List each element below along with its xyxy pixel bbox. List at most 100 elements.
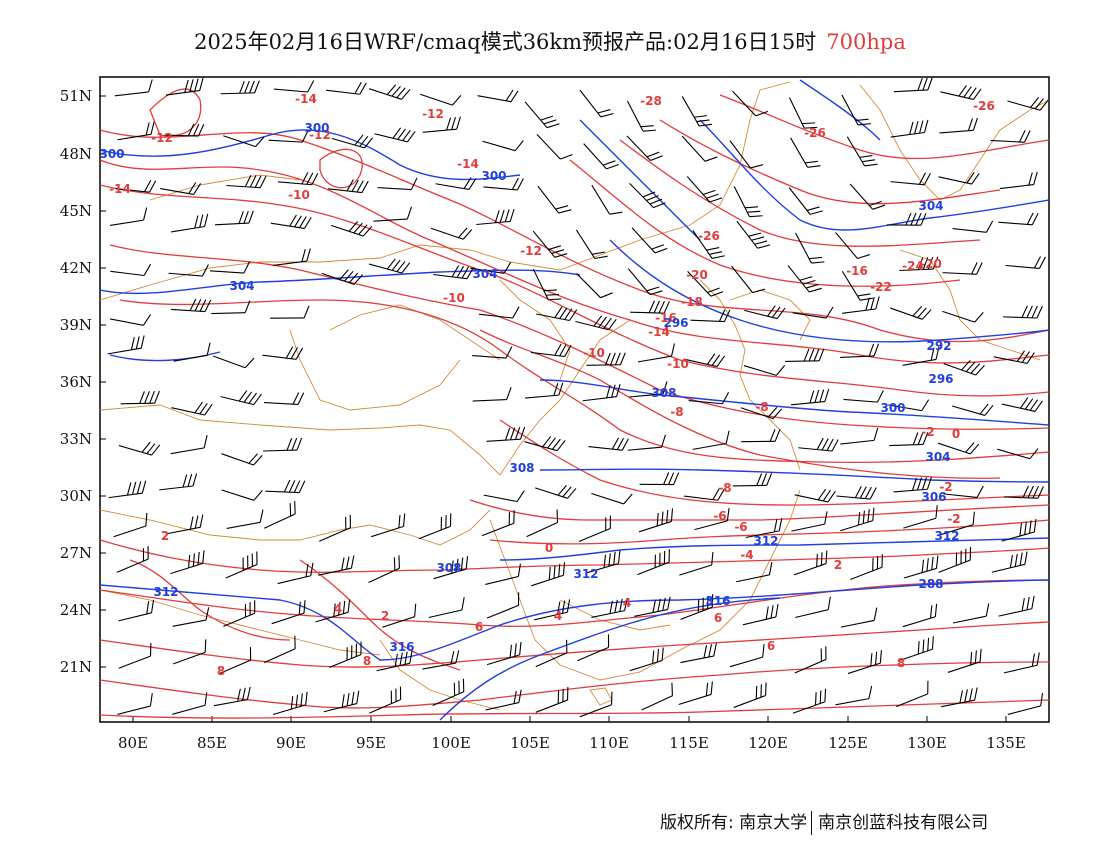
wind-barb: [211, 300, 251, 315]
wind-barb: [591, 597, 628, 619]
wind-barb: [117, 121, 155, 141]
wind-barb: [902, 603, 938, 628]
wind-barb: [639, 472, 680, 486]
height-label: 300: [880, 401, 905, 415]
wind-barb: [998, 212, 1039, 226]
temperature-contour: [100, 579, 1049, 627]
temperature-label: 4: [554, 609, 562, 623]
height-contour: [579, 119, 701, 241]
wind-barb: [686, 176, 723, 203]
wind-barb: [683, 353, 725, 368]
wind-barb: [583, 143, 619, 170]
wind-barb: [896, 680, 929, 708]
copyright-text: 版权所有: 南京大学: [660, 813, 808, 833]
wind-barb: [113, 513, 148, 538]
wind-barb: [736, 220, 771, 249]
wind-barb: [680, 594, 714, 620]
wind-barb: [684, 488, 725, 501]
height-label: 304: [472, 267, 497, 281]
wind-barb: [1005, 256, 1046, 269]
longitude-label: 105E: [510, 734, 550, 752]
temperature-contour: [619, 139, 981, 247]
longitude-labels: 80E 85E 90E 95E 100E 105E 110E 115E 120E 125E 130E…: [118, 734, 1026, 752]
wind-barb: [226, 509, 264, 530]
wind-barb: [526, 509, 559, 538]
wind-barb: [840, 427, 879, 445]
wind-barb: [627, 434, 666, 451]
copyright-footer: 版权所有: 南京大学 南京创蓝科技有限公司: [660, 808, 988, 835]
latitude-label: 33N: [60, 430, 92, 448]
wind-barb: [798, 437, 839, 452]
wind-barb: [889, 432, 929, 447]
temperature-label: 6: [767, 639, 775, 653]
wind-barb: [638, 508, 674, 533]
wind-barb: [110, 263, 152, 277]
wind-barb: [477, 89, 519, 103]
temperature-label: -28: [640, 94, 662, 108]
wind-barb: [315, 599, 351, 623]
wind-barb: [435, 177, 477, 190]
wind-barb: [422, 116, 461, 133]
temperature-contour: [479, 329, 1001, 479]
temperature-contour: [469, 499, 1049, 521]
country-borders: [100, 81, 1049, 711]
axis-ticks: [100, 95, 1007, 722]
latitude-label: 45N: [60, 202, 92, 220]
wind-barb: [732, 90, 769, 117]
longitude-label: 125E: [828, 734, 868, 752]
height-label: 308: [509, 461, 534, 475]
temperature-label: -10: [667, 357, 689, 371]
temperature-label: -16: [655, 311, 677, 325]
wind-barb: [109, 207, 148, 227]
wind-barb: [328, 179, 369, 194]
wind-barb: [108, 480, 147, 499]
height-label: 300: [99, 147, 124, 161]
wind-barb: [221, 453, 263, 466]
wind-barb: [692, 230, 725, 259]
wind-barb: [893, 476, 932, 493]
wind-barb: [171, 213, 209, 233]
wind-barb: [476, 208, 515, 226]
temperature-label: 0: [952, 427, 960, 441]
wind-barb: [629, 381, 668, 398]
wind-barb: [166, 514, 204, 535]
border-line: [379, 639, 501, 711]
wind-barb: [840, 507, 875, 532]
wind-barb: [263, 437, 303, 452]
temperature-label: -10: [583, 346, 605, 360]
wind-barb: [213, 686, 251, 707]
temperature-contour: [100, 539, 1049, 573]
border-line: [100, 509, 491, 546]
wind-barb: [899, 256, 939, 272]
wind-barb: [576, 273, 613, 299]
temperature-label: -18: [681, 295, 703, 309]
height-contour: [609, 239, 1049, 343]
wind-barb: [331, 134, 374, 149]
wind-barb: [428, 597, 465, 619]
title-main: 2025年02月16日WRF/cmaq模式36km预报产品:02月16日15时: [194, 30, 817, 54]
wind-barb: [694, 507, 730, 531]
wind-barb: [165, 77, 204, 96]
footer-divider: [811, 811, 813, 835]
wind-barb: [164, 123, 205, 137]
wind-barb: [998, 595, 1035, 617]
wind-barb: [433, 556, 469, 580]
temperature-label: 8: [217, 664, 225, 678]
wind-barb: [940, 85, 982, 100]
wind-barb: [369, 686, 402, 714]
wind-barb: [793, 550, 828, 576]
temperature-label: -14: [457, 157, 479, 171]
wind-barb: [173, 342, 211, 362]
height-contour: [100, 129, 521, 181]
temperature-contour: [299, 559, 461, 671]
wind-barb: [846, 136, 878, 167]
wind-barb: [627, 268, 663, 296]
wind-barb: [577, 634, 610, 662]
wind-barb: [419, 93, 462, 106]
wind-barb: [373, 206, 413, 222]
wind-barb: [637, 549, 670, 576]
wind-barb: [629, 647, 664, 672]
wind-barb: [941, 687, 978, 708]
temperature-contour: [100, 184, 1049, 397]
wind-barb: [900, 636, 934, 661]
